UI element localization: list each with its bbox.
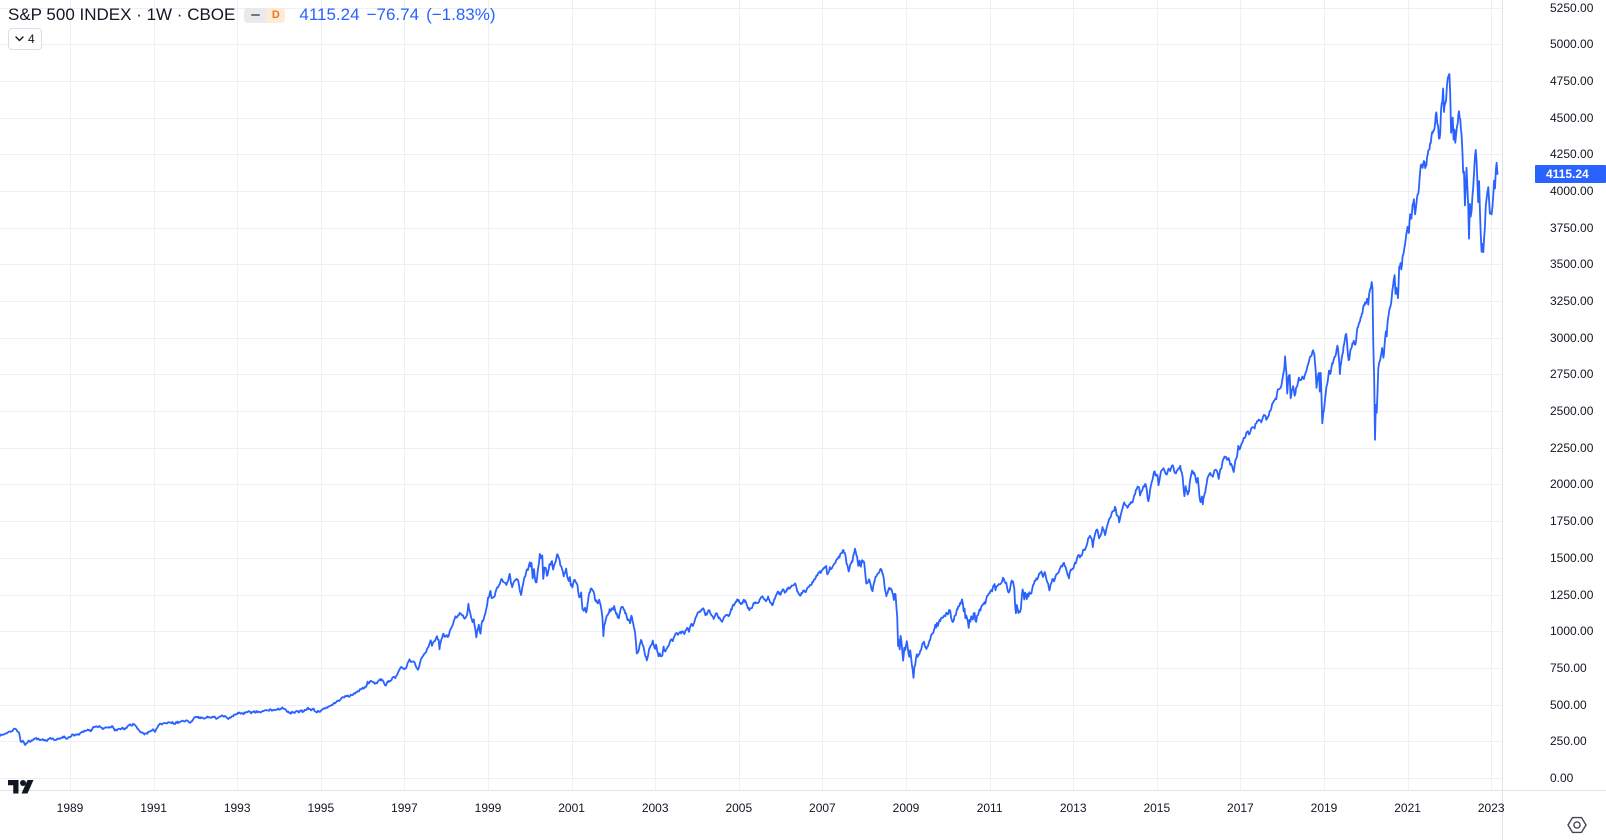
price-line-series (0, 73, 1499, 746)
time-tick-label: 2001 (558, 801, 585, 815)
price-tick-label: 2500.00 (1550, 404, 1594, 419)
delayed-data-badge: D (266, 7, 286, 23)
time-tick-label: 1991 (140, 801, 167, 815)
price-tick-label: 3750.00 (1550, 220, 1594, 235)
price-change-percent: (−1.83%) (426, 5, 496, 24)
price-tick-label: 250.00 (1550, 734, 1587, 749)
price-tick-label: 1000.00 (1550, 624, 1594, 639)
time-tick-label: 1997 (391, 801, 418, 815)
price-change-value: −76.74 (366, 5, 420, 24)
time-tick-label: 2019 (1310, 801, 1338, 815)
time-tick-label: 2011 (976, 801, 1003, 815)
time-tick-label: 2009 (892, 801, 920, 815)
chevron-down-icon (15, 36, 24, 42)
price-tick-label: 2750.00 (1550, 367, 1594, 382)
collapsed-count: 4 (28, 32, 35, 46)
symbol-title[interactable]: S&P 500 INDEX · 1W · CBOE (8, 5, 236, 24)
price-tick-label: 2000.00 (1550, 477, 1594, 492)
price-tick-label: 1500.00 (1550, 550, 1594, 565)
time-tick-label: 1993 (223, 801, 251, 815)
tradingview-logo[interactable] (8, 777, 35, 798)
price-tick-label: 3250.00 (1550, 294, 1594, 309)
price-tick-label: 2250.00 (1550, 440, 1594, 455)
last-price-badge: 4115.24 (1535, 165, 1606, 184)
legend-main-row: S&P 500 INDEX · 1W · CBOE D 4115.24 −76.… (8, 4, 496, 26)
legend-toolbar-row: 4 (8, 28, 496, 50)
time-tick-label: 2005 (725, 801, 753, 815)
grid-lines (0, 0, 1502, 790)
time-tick-label: 2007 (809, 801, 836, 815)
price-tick-label: 4000.00 (1550, 183, 1594, 198)
time-tick-label: 2003 (641, 801, 669, 815)
price-tick-label: 5250.00 (1550, 0, 1594, 15)
time-tick-label: 2017 (1227, 801, 1254, 815)
data-mode-pill[interactable]: D (244, 7, 286, 23)
price-tick-label: 750.00 (1550, 660, 1587, 675)
time-tick-label: 2021 (1394, 801, 1421, 815)
price-tick-label: 4500.00 (1550, 110, 1594, 125)
price-tick-label: 3000.00 (1550, 330, 1594, 345)
price-tick-label: 3500.00 (1550, 257, 1594, 272)
time-tick-label: 1995 (307, 801, 335, 815)
legend-collapse-button[interactable]: 4 (8, 28, 42, 50)
price-tick-label: 500.00 (1550, 697, 1587, 712)
last-price-value: 4115.24 (299, 5, 360, 24)
time-tick-label: 1989 (56, 801, 84, 815)
legend-values: 4115.24 −76.74 (−1.83%) (299, 5, 495, 25)
price-tick-label: 4750.00 (1550, 73, 1594, 88)
settings-gear-icon[interactable] (1566, 814, 1588, 836)
price-tick-label: 5000.00 (1550, 37, 1594, 52)
time-tick-label: 1999 (474, 801, 502, 815)
price-tick-label: 1250.00 (1550, 587, 1594, 602)
time-tick-label: 2023 (1477, 801, 1505, 815)
price-tick-label: 0.00 (1550, 771, 1574, 785)
time-tick-label: 2015 (1143, 801, 1171, 815)
legend: S&P 500 INDEX · 1W · CBOE D 4115.24 −76.… (8, 4, 496, 50)
realtime-dash-icon (244, 7, 267, 23)
time-tick-label: 2013 (1059, 801, 1087, 815)
price-tick-label: 1750.00 (1550, 514, 1594, 529)
price-tick-label: 4250.00 (1550, 147, 1594, 162)
